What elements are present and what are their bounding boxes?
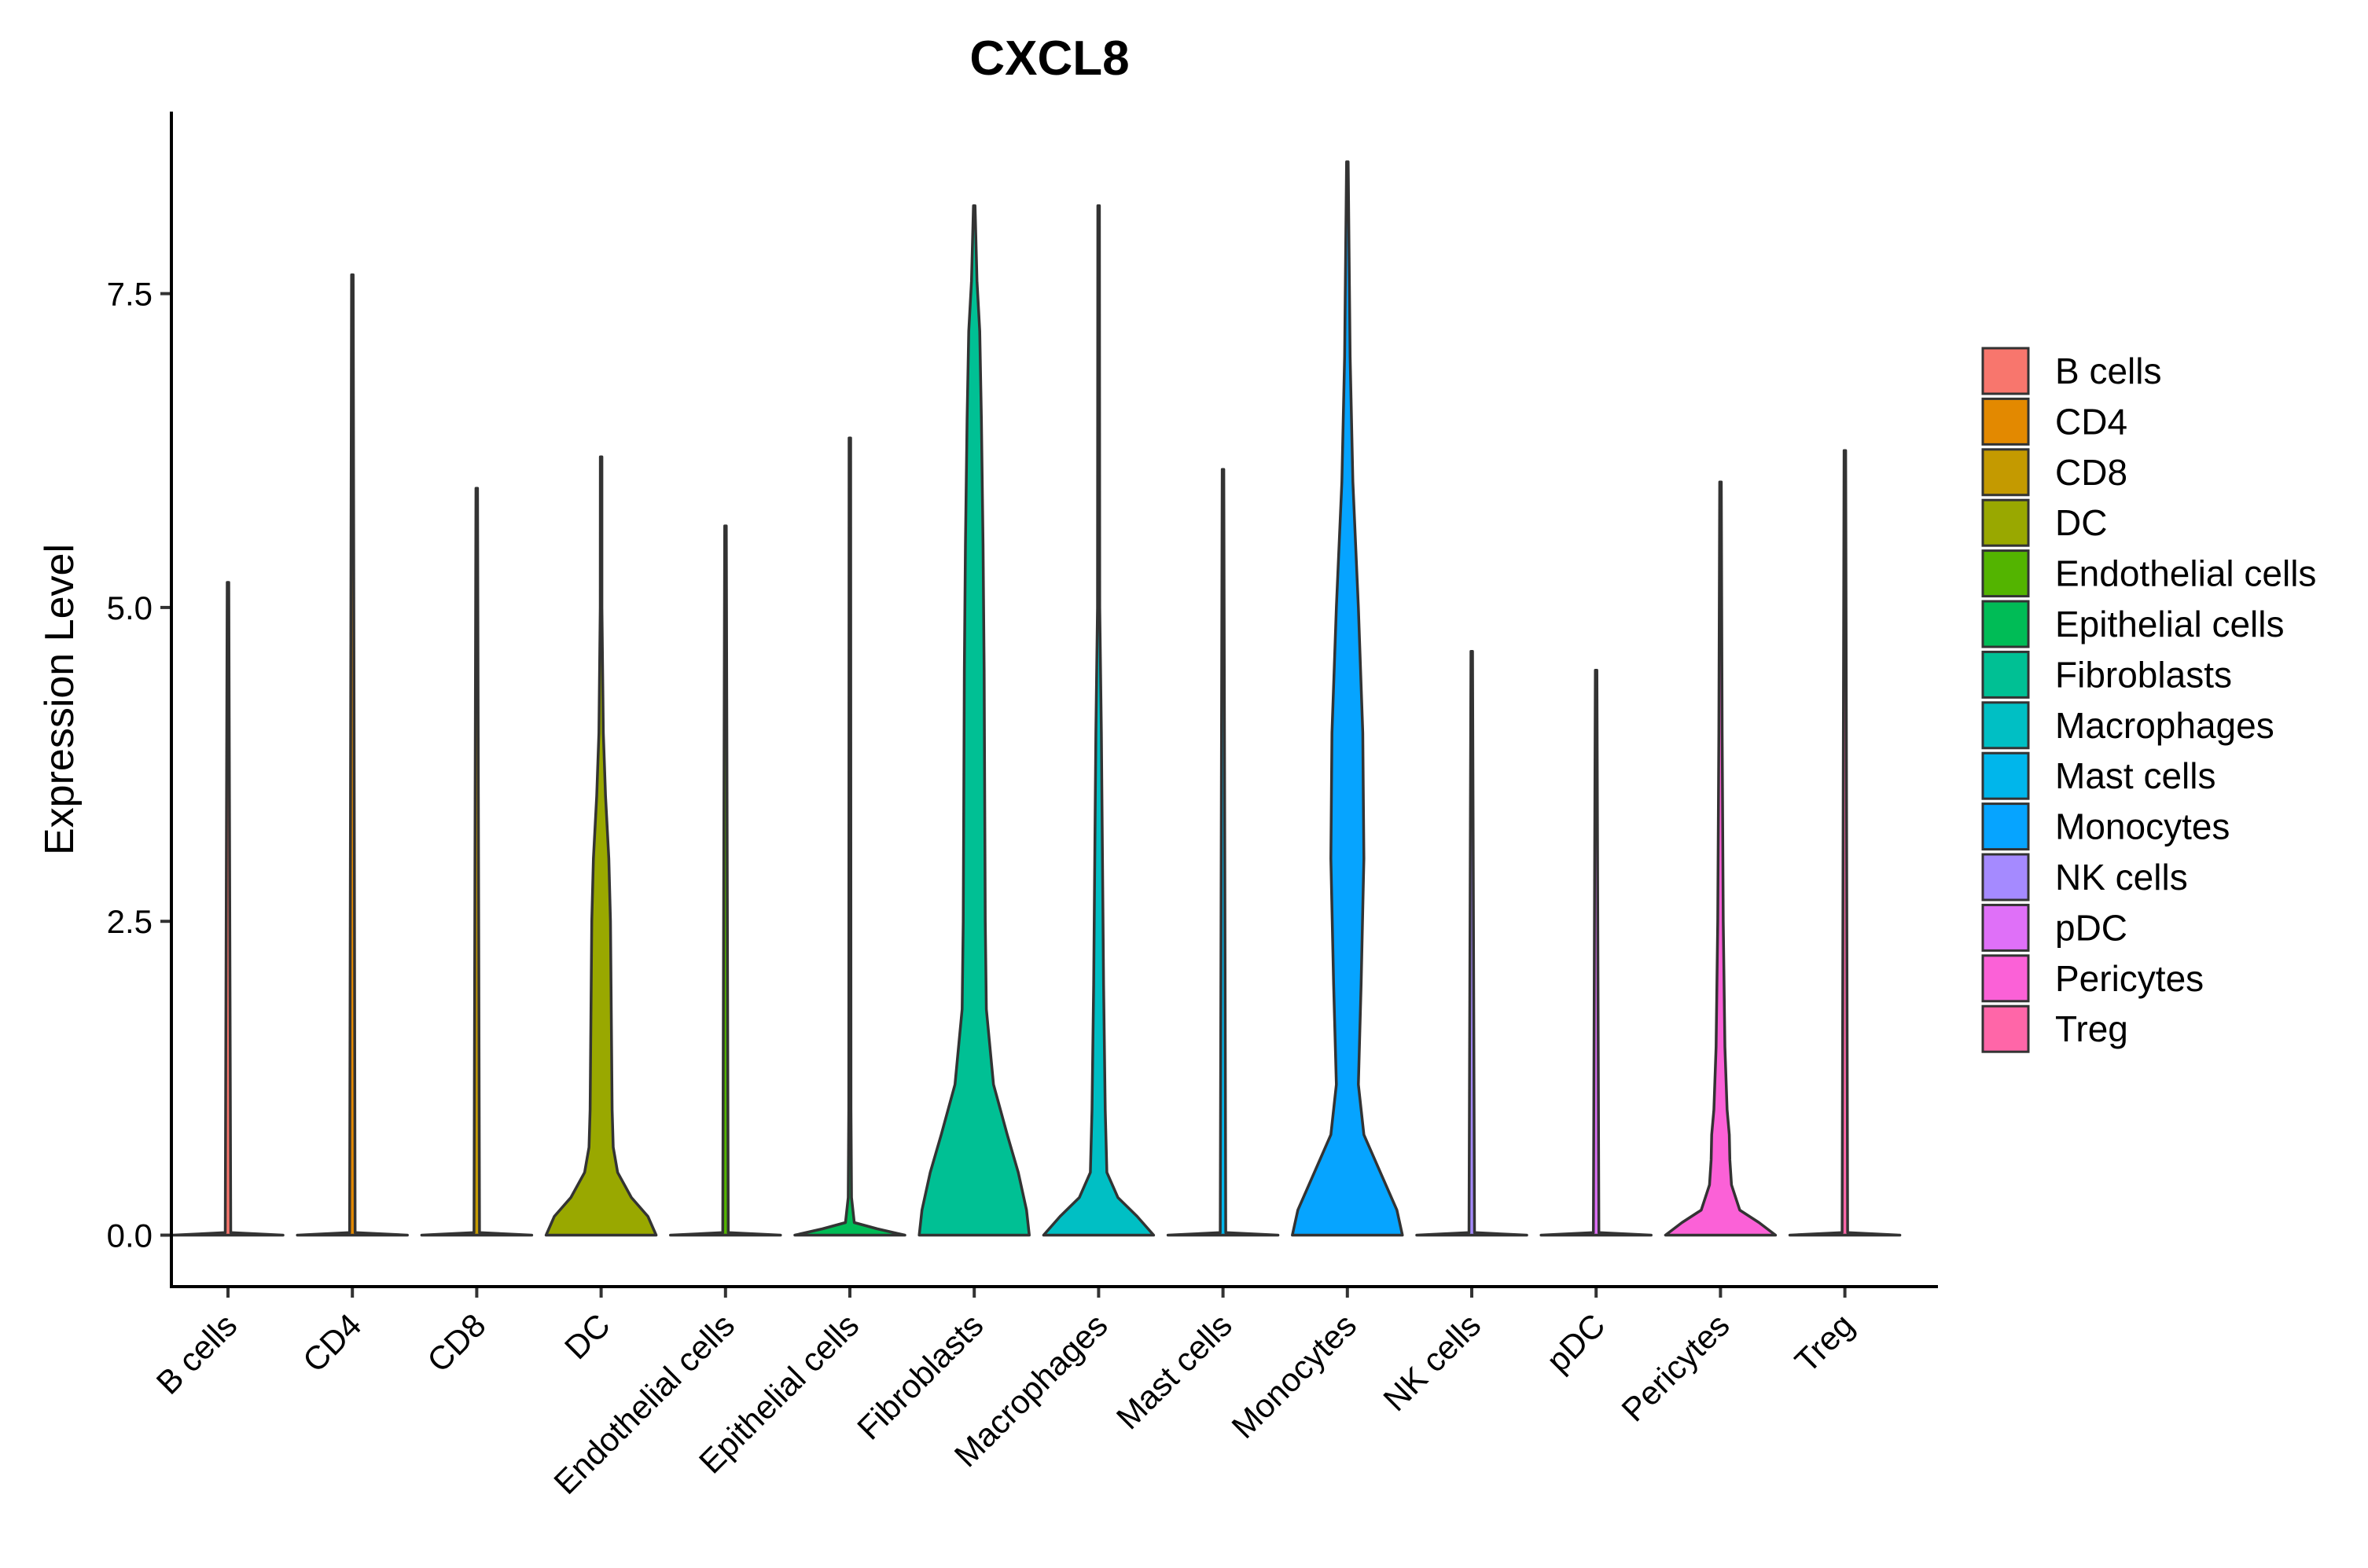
legend-key — [1981, 650, 2030, 699]
violin-b-cells — [171, 581, 285, 1237]
chart-title: CXCL8 — [969, 31, 1129, 86]
violin-nk-cells — [1415, 650, 1528, 1237]
legend-label: Fibroblasts — [2055, 654, 2232, 695]
legend-label: Macrophages — [2055, 705, 2274, 746]
legend-label: Endothelial cells — [2055, 553, 2316, 594]
violin-pericytes — [1664, 480, 1778, 1237]
legend-key — [1981, 448, 2030, 497]
legend-key — [1981, 954, 2030, 1003]
violin-cd4 — [296, 273, 409, 1237]
legend-label: Epithelial cells — [2055, 604, 2284, 644]
violin-pdc — [1539, 669, 1653, 1237]
violin-mast-cells — [1166, 468, 1280, 1237]
legend-label: DC — [2055, 502, 2107, 543]
legend-key — [1981, 903, 2030, 952]
legend-key — [1981, 397, 2030, 446]
violin-dc — [544, 455, 658, 1237]
legend-key — [1981, 498, 2030, 547]
legend-label: Mast cells — [2055, 755, 2215, 796]
y-tick-label: 5.0 — [107, 589, 153, 626]
legend-label: CD4 — [2055, 401, 2127, 442]
legend-key — [1981, 1004, 2030, 1053]
legend-key — [1981, 751, 2030, 800]
legend-label: CD8 — [2055, 452, 2127, 493]
x-tick-label: Pericytes — [1614, 1306, 1736, 1428]
x-tick-label: Monocytes — [1224, 1306, 1363, 1445]
violin-endothelial-cells — [669, 524, 782, 1237]
y-tick-label: 0.0 — [107, 1217, 153, 1254]
violin-treg — [1788, 449, 1902, 1237]
legend-label: B cells — [2055, 351, 2161, 391]
x-tick-label: pDC — [1539, 1306, 1612, 1379]
x-tick-label: DC — [557, 1306, 617, 1366]
x-tick-label: NK cells — [1376, 1306, 1487, 1418]
legend-key — [1981, 347, 2030, 395]
x-tick-label: Treg — [1788, 1306, 1861, 1379]
violin-fibroblasts — [917, 204, 1031, 1237]
violin-macrophages — [1042, 204, 1156, 1237]
legend-label: Pericytes — [2055, 958, 2204, 999]
legend-key — [1981, 701, 2030, 750]
legend-key — [1981, 549, 2030, 598]
violin-layer — [171, 160, 1902, 1237]
y-tick-label: 2.5 — [107, 903, 153, 940]
y-axis-title: Expression Level — [37, 544, 83, 855]
legend: B cells CD4 CD8 DC Endothelial cells Epitheli… — [1981, 347, 2316, 1053]
violin-epithelial-cells — [793, 436, 906, 1237]
x-tick-label: Mast cells — [1109, 1306, 1239, 1436]
legend-label: Monocytes — [2055, 806, 2230, 847]
legend-key — [1981, 600, 2030, 648]
violin-monocytes — [1291, 160, 1404, 1237]
y-tick-label: 7.5 — [107, 276, 153, 313]
legend-label: NK cells — [2055, 857, 2188, 898]
x-tick-label: B cells — [149, 1306, 245, 1401]
legend-label: pDC — [2055, 907, 2127, 948]
violin-cd8 — [420, 487, 534, 1237]
legend-label: Treg — [2055, 1008, 2128, 1049]
legend-key — [1981, 853, 2030, 902]
y-axis-ticks: 0.0 2.5 5.0 7.5 — [107, 276, 171, 1254]
legend-key — [1981, 802, 2030, 851]
x-tick-label: CD8 — [420, 1306, 493, 1379]
x-tick-label: CD4 — [296, 1306, 369, 1379]
